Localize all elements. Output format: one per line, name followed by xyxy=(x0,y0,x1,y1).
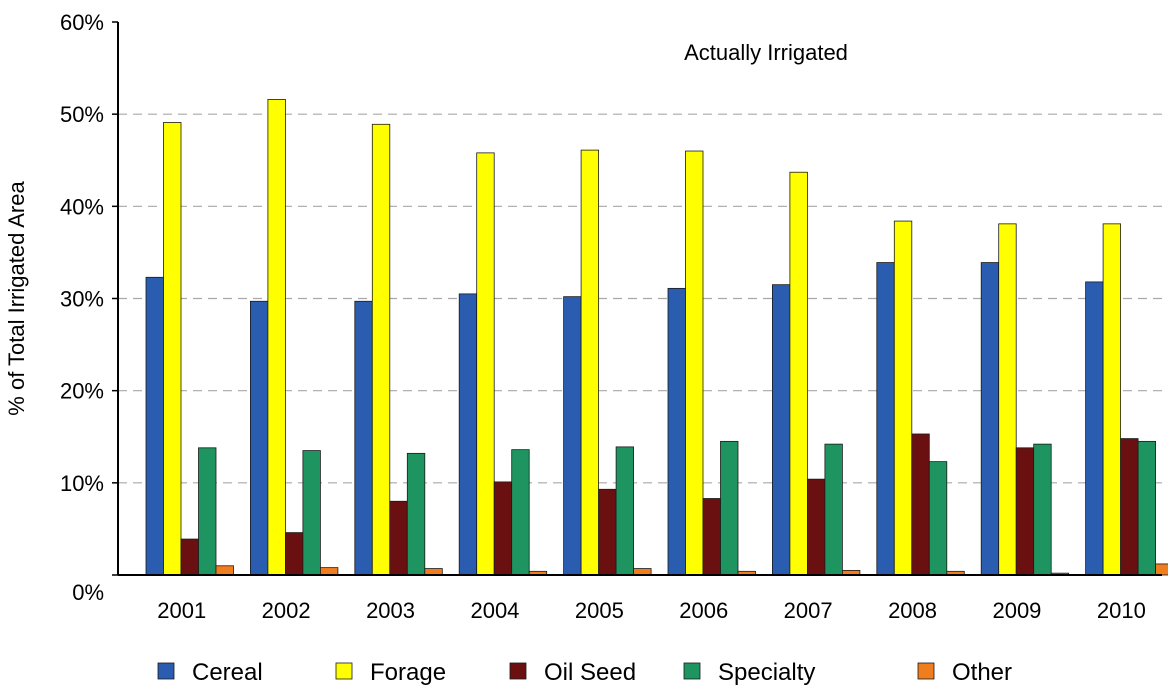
x-tick-label: 2009 xyxy=(992,598,1041,623)
y-tick-label: 20% xyxy=(60,379,104,404)
bar-specialty xyxy=(928,461,948,576)
bar-oil-seed xyxy=(911,433,930,576)
bar-cereal xyxy=(249,300,269,576)
x-tick-label: 2006 xyxy=(679,598,728,623)
bar-oil-seed xyxy=(493,481,513,576)
bar-specialty xyxy=(720,440,739,576)
legend-swatch xyxy=(683,662,701,680)
bar-forage xyxy=(998,223,1017,576)
legend-label: Other xyxy=(952,659,1012,686)
bar-specialty xyxy=(615,446,634,576)
bar-forage xyxy=(580,149,599,576)
bar-oil-seed xyxy=(598,488,617,576)
bar-cereal xyxy=(876,262,895,576)
legend-label: Cereal xyxy=(192,659,263,686)
y-tick-label: 30% xyxy=(60,287,104,312)
bar-oil-seed xyxy=(389,500,408,576)
bar-forage xyxy=(163,122,182,576)
bar-specialty xyxy=(1137,440,1156,576)
bar-oil-seed xyxy=(1015,447,1035,576)
bar-other xyxy=(1155,563,1168,576)
bar-forage xyxy=(893,220,913,576)
bar-oil-seed xyxy=(702,498,721,576)
bar-specialty xyxy=(406,452,426,576)
x-tick-label: 2008 xyxy=(888,598,937,623)
y-tick-label: 50% xyxy=(60,102,104,127)
bar-forage xyxy=(1102,223,1121,576)
bar-cereal xyxy=(772,284,791,576)
legend-label: Forage xyxy=(370,659,446,686)
bar-oil-seed xyxy=(284,532,304,576)
bar-cereal xyxy=(458,293,478,576)
bar-other xyxy=(319,567,339,576)
x-tick-label: 2007 xyxy=(784,598,833,623)
y-tick-label: 60% xyxy=(60,10,104,35)
legend-swatch xyxy=(917,662,935,680)
bar-specialty xyxy=(511,449,530,576)
bar-forage xyxy=(267,99,286,576)
bar-specialty xyxy=(302,450,321,576)
bar-specialty xyxy=(198,447,217,576)
bar-oil-seed xyxy=(807,478,826,576)
x-tick-label: 2001 xyxy=(157,598,206,623)
bar-cereal xyxy=(354,300,373,576)
y-tick-label: 0% xyxy=(72,580,104,605)
legend-swatch xyxy=(335,662,353,680)
y-axis-label: % of Total Irrigated Area xyxy=(4,181,29,416)
y-tick-label: 40% xyxy=(60,194,104,219)
legend-swatch xyxy=(509,662,527,680)
bar-oil-seed xyxy=(1120,438,1139,576)
bar-forage xyxy=(789,171,808,576)
bar-forage xyxy=(685,150,704,576)
x-tick-label: 2004 xyxy=(470,598,519,623)
legend-label: Specialty xyxy=(718,659,815,686)
bar-cereal xyxy=(667,287,686,576)
legend-swatch xyxy=(157,662,175,680)
bar-oil-seed xyxy=(180,538,199,576)
x-tick-label: 2005 xyxy=(575,598,624,623)
chart-annotation: Actually Irrigated xyxy=(684,40,848,65)
bar-forage xyxy=(476,152,495,576)
bar-specialty xyxy=(1033,443,1052,576)
bar-specialty xyxy=(824,443,843,576)
bar-forage xyxy=(371,123,391,576)
bar-cereal xyxy=(563,296,582,576)
bar-cereal xyxy=(980,262,1000,576)
x-tick-label: 2002 xyxy=(262,598,311,623)
y-tick-label: 10% xyxy=(60,471,104,496)
bar-cereal xyxy=(145,276,164,576)
legend-label: Oil Seed xyxy=(544,659,636,686)
x-tick-label: 2010 xyxy=(1097,598,1146,623)
bar-other xyxy=(215,565,234,576)
bar-cereal xyxy=(1085,281,1104,576)
x-tick-label: 2003 xyxy=(366,598,415,623)
